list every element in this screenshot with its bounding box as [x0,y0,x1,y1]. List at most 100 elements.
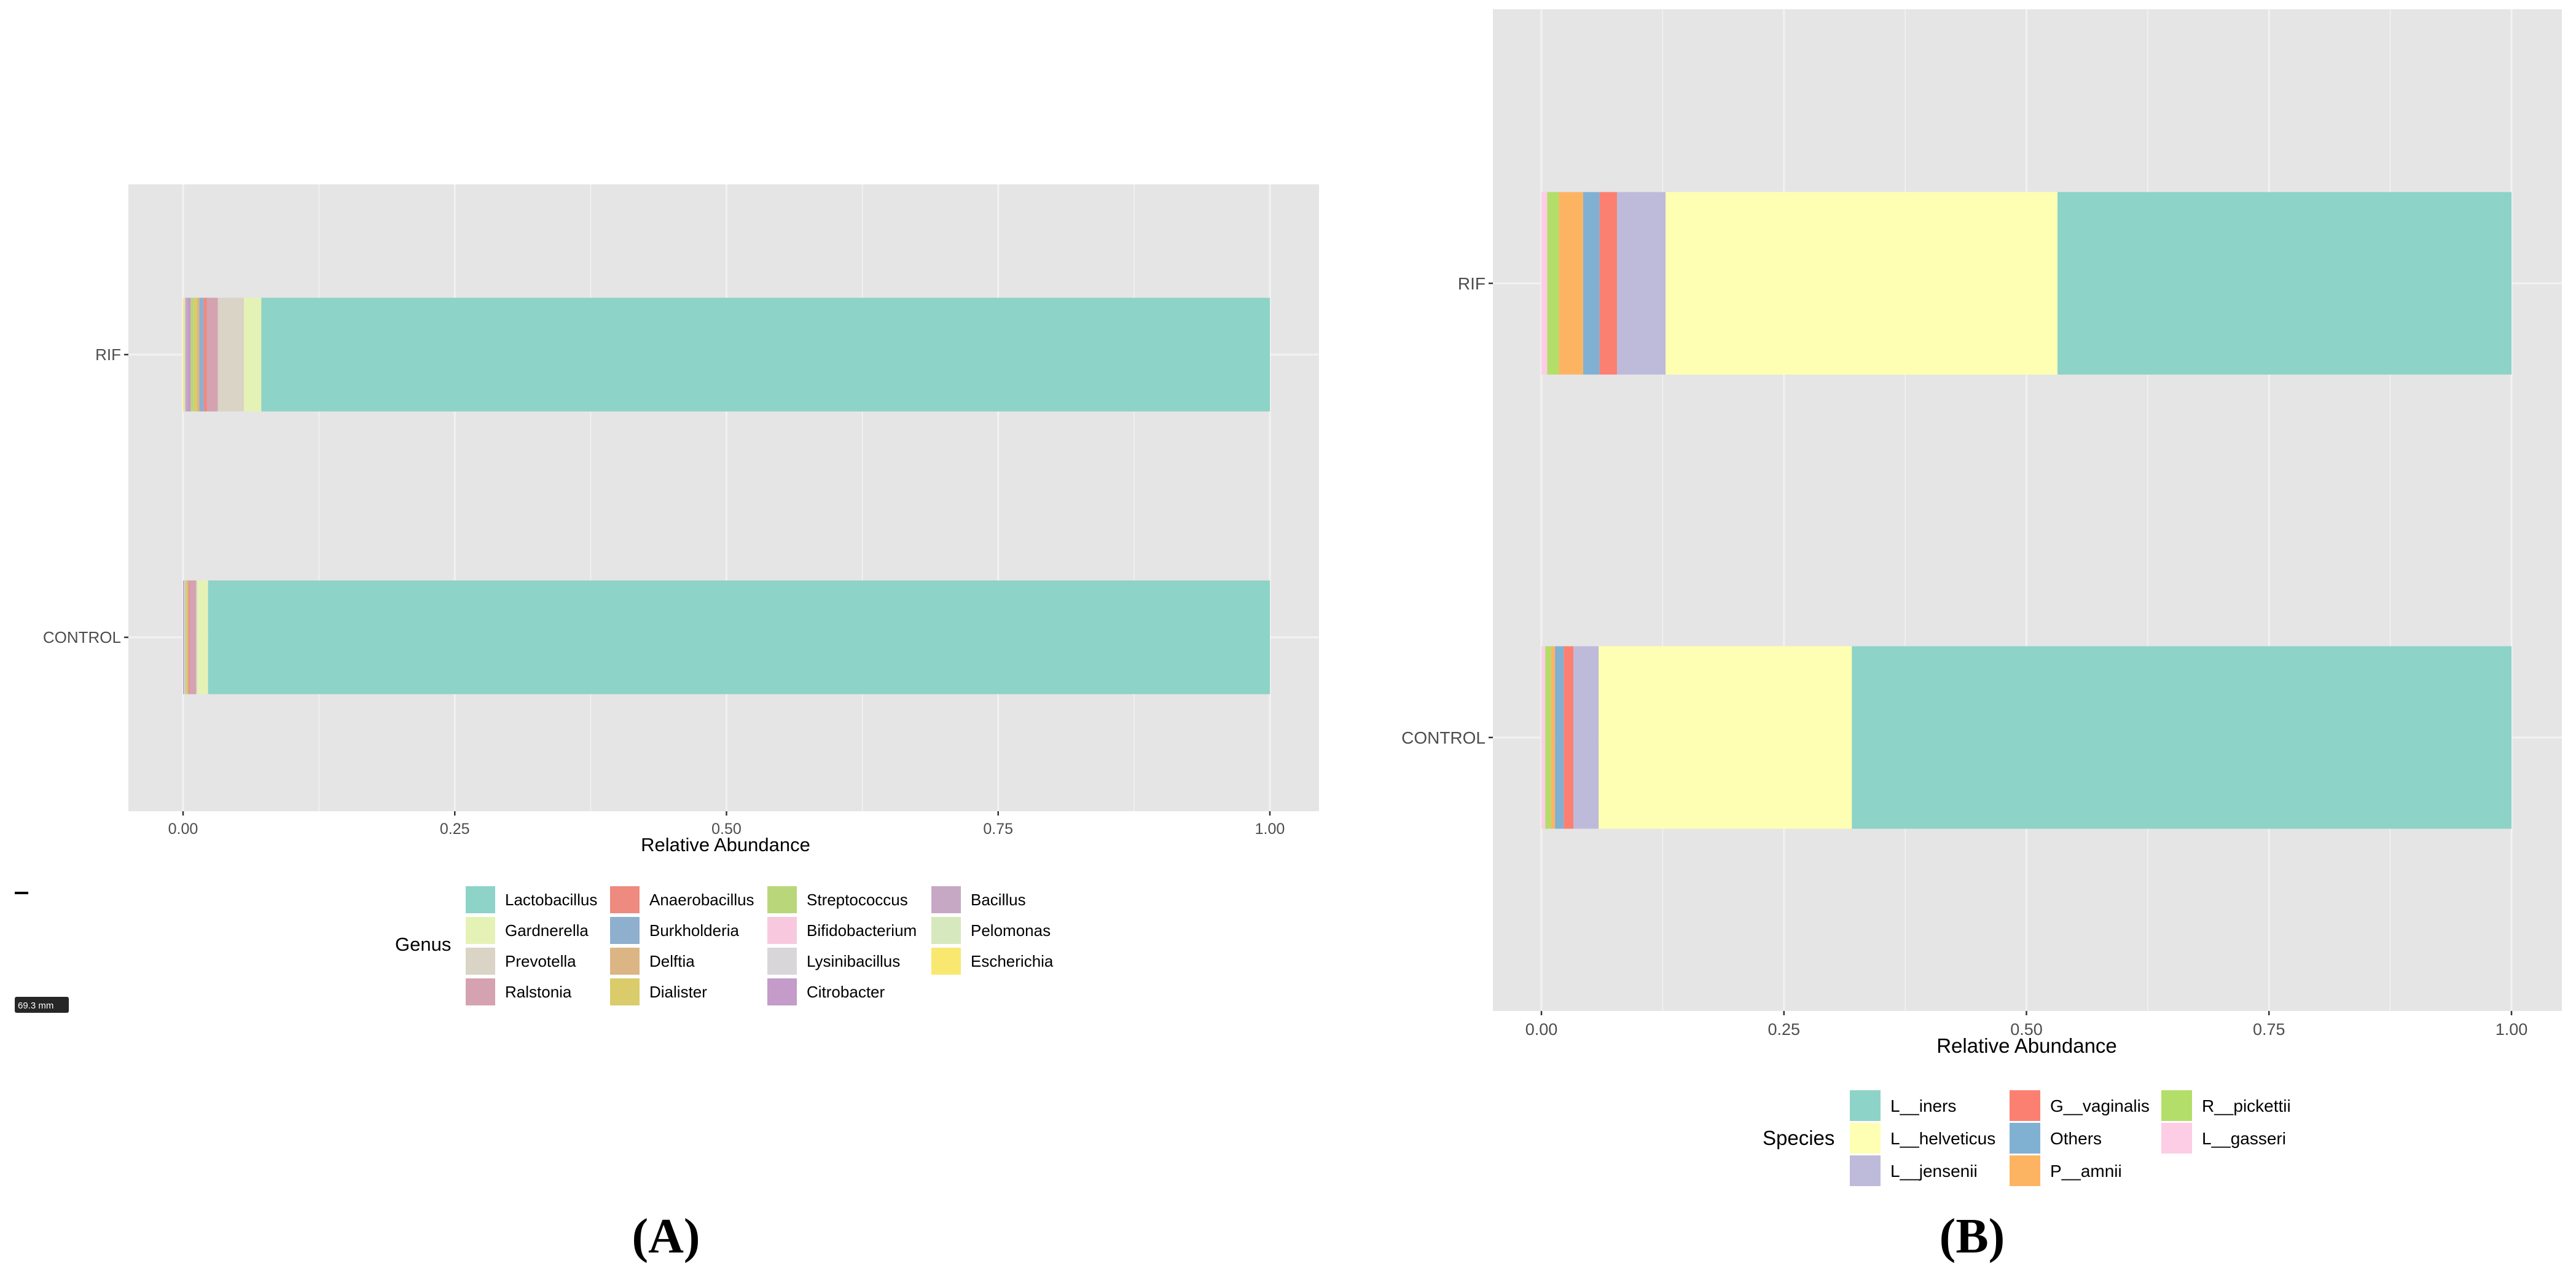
chart-b-legend-item: L__jensenii [1850,1155,1978,1186]
chart-b-legend-swatch [1850,1090,1881,1121]
chart-a-legend-swatch [931,917,961,944]
chart-a-legend-swatch [767,948,797,975]
chart-a-legend-swatch [610,978,640,1005]
chart-a-bar-rif-escherichia [183,297,184,412]
chart-b-axes: 0.00 0.25 0.50 0.75 1.00 RIF CONTROL [1401,274,2527,1039]
chart-a-legend-label: Delftia [649,952,695,970]
chart-a-legend-item: Burkholderia [610,917,740,944]
chart-a-legend-item: Dialister [610,978,707,1005]
chart-a-legend-label: Bacillus [971,891,1026,909]
chart-b-legend-swatch [2010,1155,2040,1186]
chart-b-legend-label: L__jensenii [1890,1162,1978,1181]
chart-b-bar-rif-p-amnii [1559,192,1583,375]
chart-b-bar-control-r-pickettii [1545,646,1551,829]
chart-a-legend-swatch [610,948,640,975]
chart-a-bar-control-lysinibacillus [184,580,186,694]
chart-a-legend-item: Delftia [610,948,695,975]
chart-a-bar-control-ralstonia [189,580,197,694]
chart-a-bar-control-anaerobacillus [188,580,190,694]
chart-b-x-tick-label: 0.00 [1525,1020,1558,1039]
chart-b-legend-item: L__iners [1850,1090,1956,1121]
chart-b-bar-control-l-gasseri [1541,646,1546,829]
chart-b-bar-rif-l-helveticus [1666,192,2058,375]
chart-a-bar-rif-anaerobacillus [203,297,207,412]
chart-a-legend-label: Lysinibacillus [807,952,900,970]
chart-a-bar-control-citrobacter [183,580,184,694]
chart-a: 0.00 0.25 0.50 0.75 1.00 RIF CONTROL Relative … [43,184,1319,1264]
chart-b-legend-item: Others [2010,1123,2102,1154]
chart-b-legend-item: L__gasseri [2161,1123,2286,1154]
chart-b-legend-label: L__helveticus [1890,1129,1995,1148]
chart-a-legend-item: Citrobacter [767,978,885,1005]
chart-b-bar-control-l-iners [1852,646,2511,829]
chart-a-bar-rif-citrobacter [187,297,191,412]
chart-b-bar-rif-g-vaginalis [1599,192,1618,375]
chart-a-legend-title: Genus [395,934,451,955]
chart-a-legend-label: Anaerobacillus [649,891,754,909]
chart-a-bar-control-delftia [187,580,189,694]
chart-a-legend-label: Prevotella [505,952,576,970]
chart-a-legend-item: Bifidobacterium [767,917,917,944]
chart-b-legend-item: R__pickettii [2161,1090,2291,1121]
chart-a-bar-rif-streptococcus [190,297,194,412]
chart-b-category-label-control: CONTROL [1401,728,1486,747]
chart-b-x-tick-label: 0.75 [2253,1020,2285,1039]
chart-a-bar-control-dialister [186,580,188,694]
chart-b-legend-label: P__amnii [2050,1162,2122,1181]
chart-b-bar-control-g-vaginalis [1564,646,1574,829]
chart-a-x-tick-label: 0.25 [440,820,470,838]
chart-a-bar-control-streptococcus [185,580,187,694]
chart-a-category-label-rif: RIF [95,345,121,364]
chart-b-legend-label: G__vaginalis [2050,1096,2150,1115]
scale-badge: 69.3 mm [15,997,69,1013]
chart-a-legend-item: Lysinibacillus [767,948,900,975]
chart-a-legend-label: Streptococcus [807,891,908,909]
chart-a-legend-item: Gardnerella [466,917,589,944]
chart-b-legend-title: Species [1763,1127,1834,1149]
chart-a-x-tick-label: 0.75 [983,820,1013,838]
chart-a-legend-item: Escherichia [931,948,1054,975]
chart-a-bar-rif-delftia [197,297,200,412]
chart-b-legend-item: L__helveticus [1850,1123,1995,1154]
chart-a-bar-rif-gardnerella [244,297,262,412]
chart-a-legend-label: Escherichia [971,952,1054,970]
chart-b-bar-rif-others [1583,192,1600,375]
chart-b-bar-rif-r-pickettii [1547,192,1559,375]
scale-badge-text: 69.3 mm [18,1001,53,1011]
chart-a-legend-swatch [466,978,495,1005]
chart-a-bars [183,297,1270,694]
chart-b-legend-label: L__iners [1890,1096,1956,1115]
chart-a-axes: 0.00 0.25 0.50 0.75 1.00 RIF CONTROL [43,345,1285,838]
chart-a-bar-rif-prevotella [217,297,245,412]
chart-a-legend-swatch [466,917,495,944]
chart-a-legend-item: Prevotella [466,948,576,975]
chart-b-legend-label: R__pickettii [2202,1096,2291,1115]
chart-a-bar-rif-bacillus [185,297,188,412]
chart-a-bar-control-gardnerella [197,580,208,694]
chart-a-legend-item: Anaerobacillus [610,886,754,913]
chart-a-legend-swatch [610,886,640,913]
chart-a-legend-item: Bacillus [931,886,1026,913]
chart-b-legend-swatch [2010,1090,2040,1121]
chart-a-category-label-control: CONTROL [43,628,121,647]
chart-a-legend-swatch [610,917,640,944]
chart-a-x-tick-label: 0.00 [168,820,198,838]
chart-b-x-axis-title: Relative Abundance [1936,1034,2117,1057]
chart-b-panel-label: (B) [1940,1209,2005,1264]
chart-b-legend-label: Others [2050,1129,2102,1148]
chart-b-bars [1541,192,2511,829]
chart-a-legend-label: Pelomonas [971,921,1051,940]
chart-a-legend: Genus Lactobacillus Gardnerella Prevotella… [395,886,1054,1005]
chart-a-bar-rif-dialister [194,297,197,412]
chart-a-x-axis-title: Relative Abundance [641,834,810,855]
chart-a-legend-item: Pelomonas [931,917,1051,944]
chart-a-legend-swatch [767,886,797,913]
chart-b-bar-rif-l-jensenii [1617,192,1666,375]
chart-a-plot-background [128,184,1319,811]
chart-a-legend-swatch [767,978,797,1005]
chart-b-bar-control-l-helveticus [1599,646,1852,829]
chart-b-category-label-rif: RIF [1458,274,1486,293]
chart-a-bar-rif-ralstonia [206,297,218,412]
chart-b-x-tick-label: 0.50 [2010,1020,2043,1039]
